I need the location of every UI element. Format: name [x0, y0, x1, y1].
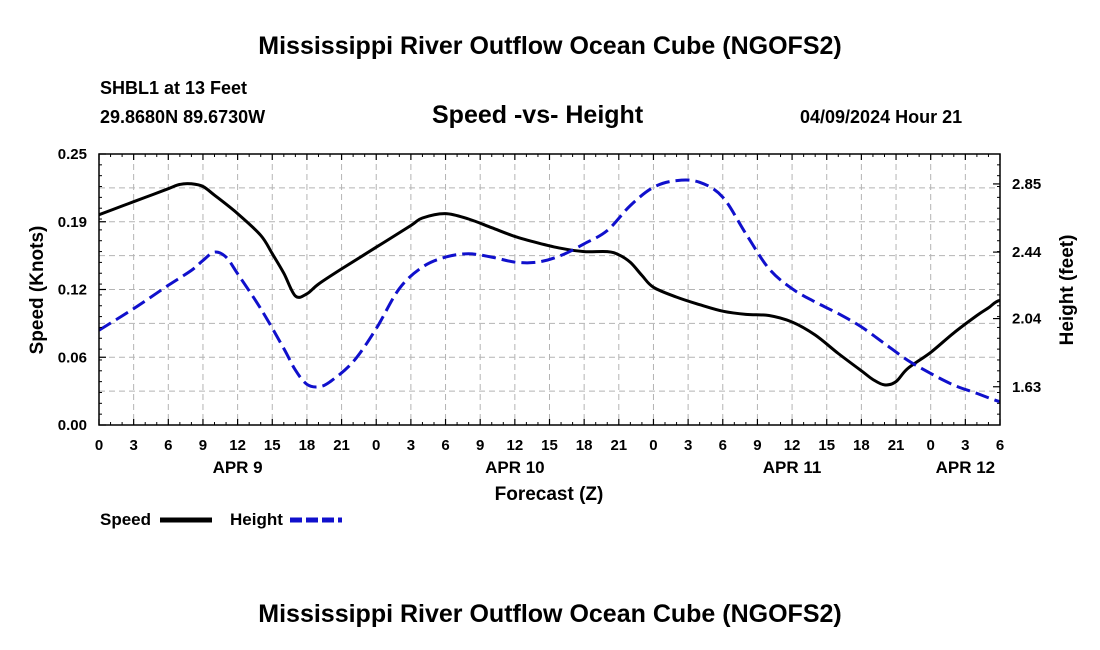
- legend-label-height: Height: [230, 510, 283, 529]
- station-label: SHBL1 at 13 Feet: [100, 78, 248, 98]
- axis-ticks: 0 3 6 9 12 15 18 21 0 3 6 9 12 15 18 21 0 3 6 9 12 15 18 21 0 3 6 0…: [58, 146, 1042, 477]
- chart-title-repeat: Mississippi River Outflow Ocean Cube (NG…: [258, 600, 842, 628]
- day-label: APR 12: [936, 458, 996, 477]
- x-tick-label: 21: [610, 437, 627, 454]
- y-left-tick-label: 0.25: [58, 146, 87, 163]
- x-axis-label: Forecast (Z): [495, 484, 604, 505]
- x-tick-label: 15: [264, 437, 281, 454]
- x-tick-label: 18: [853, 437, 870, 454]
- day-label: APR 11: [763, 458, 822, 477]
- x-tick-label: 6: [996, 437, 1004, 454]
- x-tick-label: 6: [719, 437, 727, 454]
- x-tick-label: 3: [684, 437, 692, 454]
- y-left-tick-label: 0.12: [58, 282, 87, 299]
- x-tick-label: 12: [507, 437, 524, 454]
- x-tick-label: 3: [407, 437, 415, 454]
- y-right-tick-label: 2.04: [1012, 311, 1042, 328]
- x-tick-label: 21: [333, 437, 350, 454]
- x-tick-label: 0: [95, 437, 103, 454]
- x-tick-label: 9: [476, 437, 484, 454]
- x-tick-label: 3: [129, 437, 137, 454]
- series-line-speed: [99, 182, 1000, 387]
- x-tick-label: 15: [541, 437, 558, 454]
- x-tick-label: 15: [818, 437, 835, 454]
- series-line-height: [99, 178, 1000, 404]
- legend-label-speed: Speed: [100, 510, 151, 529]
- x-tick-label: 6: [441, 437, 449, 454]
- y-left-tick-label: 0.19: [58, 214, 87, 231]
- x-tick-label: 0: [372, 437, 380, 454]
- y-left-tick-label: 0.06: [58, 349, 87, 366]
- y-left-axis-label: Speed (Knots): [27, 226, 48, 355]
- y-right-tick-label: 2.85: [1012, 176, 1041, 193]
- grid: [99, 154, 1000, 425]
- x-tick-label: 0: [927, 437, 935, 454]
- y-left-tick-label: 0.00: [58, 417, 87, 434]
- x-tick-label: 18: [576, 437, 593, 454]
- day-label: APR 10: [485, 458, 545, 477]
- x-tick-label: 18: [299, 437, 316, 454]
- x-tick-label: 3: [961, 437, 969, 454]
- location-label: 29.8680N 89.6730W: [100, 107, 266, 127]
- x-tick-label: 9: [753, 437, 761, 454]
- chart-subtitle: Speed -vs- Height: [432, 101, 644, 129]
- x-tick-label: 9: [199, 437, 207, 454]
- timestamp-label: 04/09/2024 Hour 21: [800, 107, 963, 127]
- x-tick-label: 6: [164, 437, 172, 454]
- x-tick-label: 12: [229, 437, 246, 454]
- day-label: APR 9: [213, 458, 263, 477]
- y-right-tick-label: 1.63: [1012, 379, 1041, 396]
- chart-title: Mississippi River Outflow Ocean Cube (NG…: [258, 32, 842, 60]
- x-tick-label: 12: [784, 437, 801, 454]
- y-right-tick-label: 2.44: [1012, 244, 1042, 261]
- x-tick-label: 21: [888, 437, 905, 454]
- x-tick-label: 0: [649, 437, 657, 454]
- series-group: [99, 178, 1000, 404]
- y-right-axis-label: Height (feet): [1057, 235, 1078, 346]
